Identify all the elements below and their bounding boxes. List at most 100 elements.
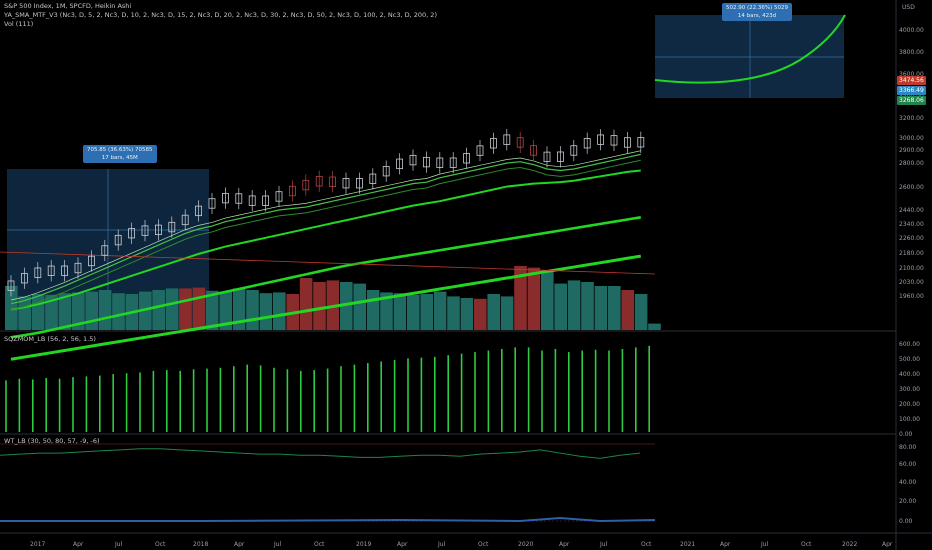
candle-body <box>382 166 390 177</box>
candle-body <box>449 157 457 168</box>
momentum-tick-label: 0.00 <box>899 431 913 438</box>
wave-tick-label: 60.00 <box>899 461 916 468</box>
candle-body <box>262 195 270 206</box>
chart-title: S&P 500 Index, 1M, SPCFD, Heikin Ashi <box>4 2 132 10</box>
trend-line-red <box>0 251 656 275</box>
candle-body <box>195 205 203 217</box>
wave-histogram <box>0 516 656 523</box>
candle-body <box>47 265 55 276</box>
volume-bar <box>219 291 232 330</box>
price-tick-label: 1960.00 <box>899 293 924 300</box>
wave-line <box>0 448 641 459</box>
indicator-label-volume[interactable]: Vol (111) <box>4 20 34 28</box>
volume-bar <box>152 290 165 330</box>
candle-body <box>489 138 497 149</box>
volume-bar <box>648 323 661 330</box>
candle-body <box>101 245 109 256</box>
time-tick-label: 2017 <box>30 541 45 548</box>
volume-bar <box>98 290 112 330</box>
price-badge-last: 3474.56 <box>897 76 926 85</box>
volume-bar <box>380 292 393 330</box>
candle-body <box>409 154 417 166</box>
price-tick-label: 3600.00 <box>899 71 924 78</box>
time-tick-label: Oct <box>314 541 325 548</box>
projection-curve <box>654 14 846 84</box>
time-tick-label: Jul <box>273 541 282 548</box>
volume-bar <box>541 270 554 330</box>
volume-bar <box>608 286 621 330</box>
candle-body <box>208 198 216 209</box>
price-tick-label: 2440.00 <box>899 207 924 214</box>
volume-bar <box>594 286 608 330</box>
price-tick-label: 2180.00 <box>899 250 924 257</box>
volume-bar <box>474 298 487 330</box>
ma-line-slow <box>10 216 642 339</box>
volume-bar <box>45 294 58 330</box>
volume-bar <box>340 282 353 330</box>
price-tick-label: 2800.00 <box>899 160 924 167</box>
candle-body <box>7 280 15 291</box>
candle-body <box>34 267 42 278</box>
price-tick-label: 2900.00 <box>899 147 924 154</box>
volume-bar <box>420 294 433 330</box>
time-tick-label: Oct <box>155 541 166 548</box>
price-tick-label: 2600.00 <box>899 184 924 191</box>
price-badge-ma: 3268.06 <box>897 96 926 105</box>
indicator-label-momentum[interactable]: SQZMOM_LB (56, 2, 56, 1.5) <box>4 335 96 343</box>
candle-body <box>154 224 162 236</box>
candle-body <box>114 234 122 246</box>
volume-bar <box>5 286 18 330</box>
time-tick-label: Jul <box>599 541 608 548</box>
volume-bar <box>407 294 420 330</box>
tooltip-left-line1: 705.85 (36.63%) 70585 <box>87 147 153 153</box>
volume-bar <box>514 266 527 330</box>
momentum-tick-label: 600.00 <box>899 341 920 348</box>
volume-bar <box>273 292 286 330</box>
indicator-label-sma[interactable]: YA_SMA_MTF_V3 (Nc3, D, 5, 2, Nc3, D, 10,… <box>4 11 437 19</box>
volume-bar <box>179 288 192 330</box>
time-tick-label: 2020 <box>518 541 533 548</box>
volume-bar <box>447 296 460 330</box>
candle-body <box>530 145 537 156</box>
candle-body <box>248 195 256 206</box>
ma-line-200 <box>10 254 642 361</box>
time-tick-label: Apr <box>397 541 408 548</box>
time-tick-label: 2022 <box>842 541 857 548</box>
candle-body <box>329 176 337 187</box>
candle-body <box>302 179 310 191</box>
volume-bar <box>72 292 85 330</box>
indicator-label-wave[interactable]: WT_LB (30, 50, 80, 57, -9, -6) <box>4 437 100 445</box>
momentum-tick-label: 300.00 <box>899 386 920 393</box>
candle-body <box>181 214 189 226</box>
volume-bar <box>165 288 179 330</box>
candle-body <box>369 173 377 184</box>
wave-tick-label: 20.00 <box>899 498 916 505</box>
candle-body <box>235 193 243 204</box>
volume-bar <box>85 291 98 330</box>
time-tick-label: Oct <box>641 541 652 548</box>
ma-line-mid <box>10 169 641 311</box>
candle-body <box>624 137 631 148</box>
price-tick-label: 2260.00 <box>899 235 924 242</box>
wave-tick-label: 0.00 <box>899 518 913 525</box>
momentum-tick-label: 400.00 <box>899 371 920 378</box>
volume-bar <box>581 282 594 330</box>
volume-bar <box>139 291 152 330</box>
volume-bar <box>353 283 366 330</box>
currency-unit: USD <box>902 4 915 11</box>
time-tick-label: Apr <box>720 541 731 548</box>
volume-bar <box>393 293 407 330</box>
time-tick-label: Jul <box>760 541 769 548</box>
volume-bar <box>58 293 72 330</box>
candle-body <box>61 265 68 276</box>
price-tick-label: 2100.00 <box>899 265 924 272</box>
time-tick-label: 2018 <box>193 541 208 548</box>
price-tick-label: 3800.00 <box>899 49 924 56</box>
momentum-tick-label: 200.00 <box>899 401 920 408</box>
time-tick-label: 2019 <box>356 541 371 548</box>
price-tick-label: 3000.00 <box>899 135 924 142</box>
candle-body <box>422 156 430 168</box>
candle-body <box>221 192 229 204</box>
candle-body <box>20 273 28 284</box>
